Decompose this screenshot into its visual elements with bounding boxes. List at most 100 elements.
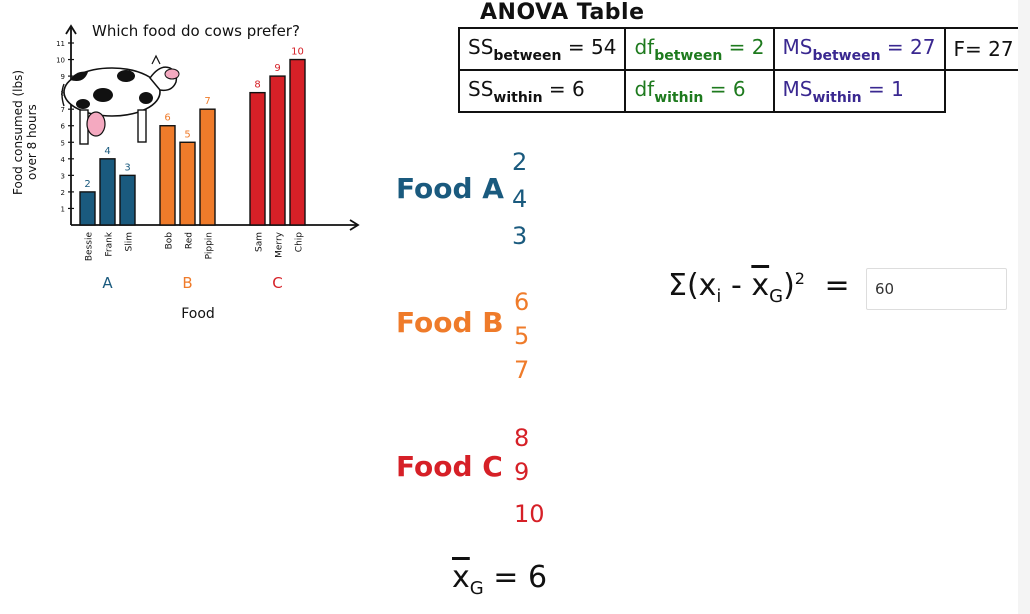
- ss-within-sub: within: [493, 89, 543, 106]
- df-within-sub: within: [654, 89, 704, 106]
- sum-of-squares-input[interactable]: [866, 268, 1007, 310]
- grand-mean-value: = 6: [493, 560, 548, 595]
- food-c-value: 9: [514, 458, 530, 486]
- empty-cell: [945, 70, 1023, 112]
- x-category-label: Bessie: [85, 232, 95, 262]
- y-tick-label: 4: [61, 156, 66, 164]
- ss-between-cell: SSbetween = 54: [457, 27, 627, 71]
- food-a-value: 2: [512, 148, 528, 176]
- x-category-label: Chip: [295, 232, 305, 252]
- x-category-label: Merry: [275, 231, 285, 258]
- df-between-base: df: [634, 34, 655, 59]
- food-c-value: 10: [514, 500, 545, 528]
- x-category-label: Pippin: [205, 232, 215, 259]
- ss-between-base: SS: [468, 34, 494, 59]
- ss-between-sub: between: [493, 47, 562, 64]
- bar-value-label: 2: [84, 179, 90, 190]
- ss-within-cell: SSwithin = 6: [457, 69, 627, 113]
- y-tick-label: 7: [61, 106, 65, 114]
- bar-chip: [289, 58, 306, 226]
- bar-red: [179, 141, 196, 226]
- food-c-value: 8: [514, 424, 530, 452]
- sum-equals: =: [824, 268, 850, 303]
- y-tick-label: 2: [61, 189, 65, 197]
- food-c-label: Food C: [396, 450, 503, 483]
- sum-xbar: x: [751, 268, 770, 303]
- y-tick-label: 11: [56, 40, 65, 48]
- y-tick-label: 10: [56, 57, 65, 65]
- grand-mean-sub: G: [469, 578, 484, 599]
- x-category-label: Frank: [105, 231, 115, 256]
- ms-between-value: = 27: [886, 34, 936, 59]
- sum-prefix: Σ(x: [668, 268, 717, 303]
- scrollbar-track[interactable]: [1018, 0, 1030, 614]
- df-within-value: = 6: [709, 76, 746, 101]
- food-b-label: Food B: [396, 306, 504, 339]
- ms-between-sub: between: [812, 47, 881, 64]
- bar-value-label: 9: [274, 63, 280, 74]
- ms-within-sub: within: [812, 89, 862, 106]
- food-a-value: 3: [512, 222, 528, 250]
- grand-mean: xG = 6: [452, 560, 547, 599]
- anova-title: ANOVA Table: [480, 0, 645, 25]
- anova-table: SSbetween = 54 dfbetween = 2 MSbetween =…: [457, 27, 1024, 113]
- sum-minus: -: [721, 268, 752, 303]
- food-b-value: 7: [514, 356, 530, 384]
- food-b-value: 5: [514, 322, 530, 350]
- y-tick-label: 5: [61, 139, 65, 147]
- bar-value-label: 4: [104, 146, 110, 157]
- cow-illustration: [61, 54, 180, 145]
- sum-exponent: 2: [794, 269, 805, 288]
- f-value: F= 27: [953, 37, 1014, 61]
- bar-value-label: 10: [291, 47, 304, 58]
- anova-row-within: SSwithin = 6 dfwithin = 6 MSwithin = 1: [457, 69, 1023, 113]
- food-a-value: 4: [512, 185, 528, 213]
- ms-within-value: = 1: [867, 76, 904, 101]
- y-axis-arrow: [65, 24, 77, 35]
- x-axis-arrow: [349, 219, 360, 231]
- bar-merry: [269, 75, 286, 226]
- sum-sub-i: i: [716, 286, 722, 307]
- bar-value-label: 5: [184, 129, 190, 140]
- group-label-a: A: [102, 274, 113, 292]
- group-label-c: C: [272, 274, 282, 292]
- bar-value-label: 6: [164, 113, 170, 124]
- bar-slim: [119, 174, 136, 226]
- x-category-label: Slim: [125, 232, 135, 251]
- x-category-label: Bob: [165, 232, 175, 250]
- ss-within-base: SS: [468, 76, 494, 101]
- f-cell: F= 27: [943, 27, 1024, 71]
- ss-within-value: = 6: [548, 76, 585, 101]
- y-axis-label-line1: Food consumed (lbs): [11, 70, 25, 195]
- df-within-base: df: [634, 76, 655, 101]
- x-category-label: Red: [185, 232, 195, 249]
- food-b-value: 6: [514, 288, 530, 316]
- bar-sam: [249, 91, 266, 226]
- grand-mean-xbar: x: [452, 560, 470, 595]
- ms-between-cell: MSbetween = 27: [772, 27, 946, 71]
- bar-pippin: [199, 108, 216, 226]
- sum-suffix: ): [783, 268, 795, 303]
- x-axis-label: Food: [181, 306, 215, 322]
- ms-between-base: MS: [782, 34, 813, 59]
- y-tick-label: 8: [61, 90, 65, 98]
- anova-row-between: SSbetween = 54 dfbetween = 2 MSbetween =…: [457, 27, 1024, 71]
- group-label-b: B: [182, 274, 192, 292]
- bar-value-label: 3: [124, 162, 130, 173]
- ms-within-base: MS: [782, 76, 813, 101]
- ss-between-value: = 54: [567, 34, 617, 59]
- bar-bob: [159, 125, 176, 226]
- y-tick-label: 6: [61, 123, 66, 131]
- x-category-label: Sam: [255, 232, 265, 252]
- sum-sub-g: G: [769, 286, 784, 307]
- food-a-label: Food A: [396, 172, 504, 205]
- y-tick-label: 3: [61, 172, 65, 180]
- y-tick-label: 9: [61, 73, 65, 81]
- ms-within-cell: MSwithin = 1: [772, 69, 946, 113]
- bar-frank: [99, 158, 116, 226]
- bar-chart: Which food do cows prefer? Food consumed…: [11, 22, 360, 322]
- bar-value-label: 7: [204, 96, 210, 107]
- df-within-cell: dfwithin = 6: [624, 69, 775, 113]
- y-tick-label: 1: [61, 205, 65, 213]
- sum-of-squares-expression: Σ(xi - xG)2 =: [668, 268, 850, 307]
